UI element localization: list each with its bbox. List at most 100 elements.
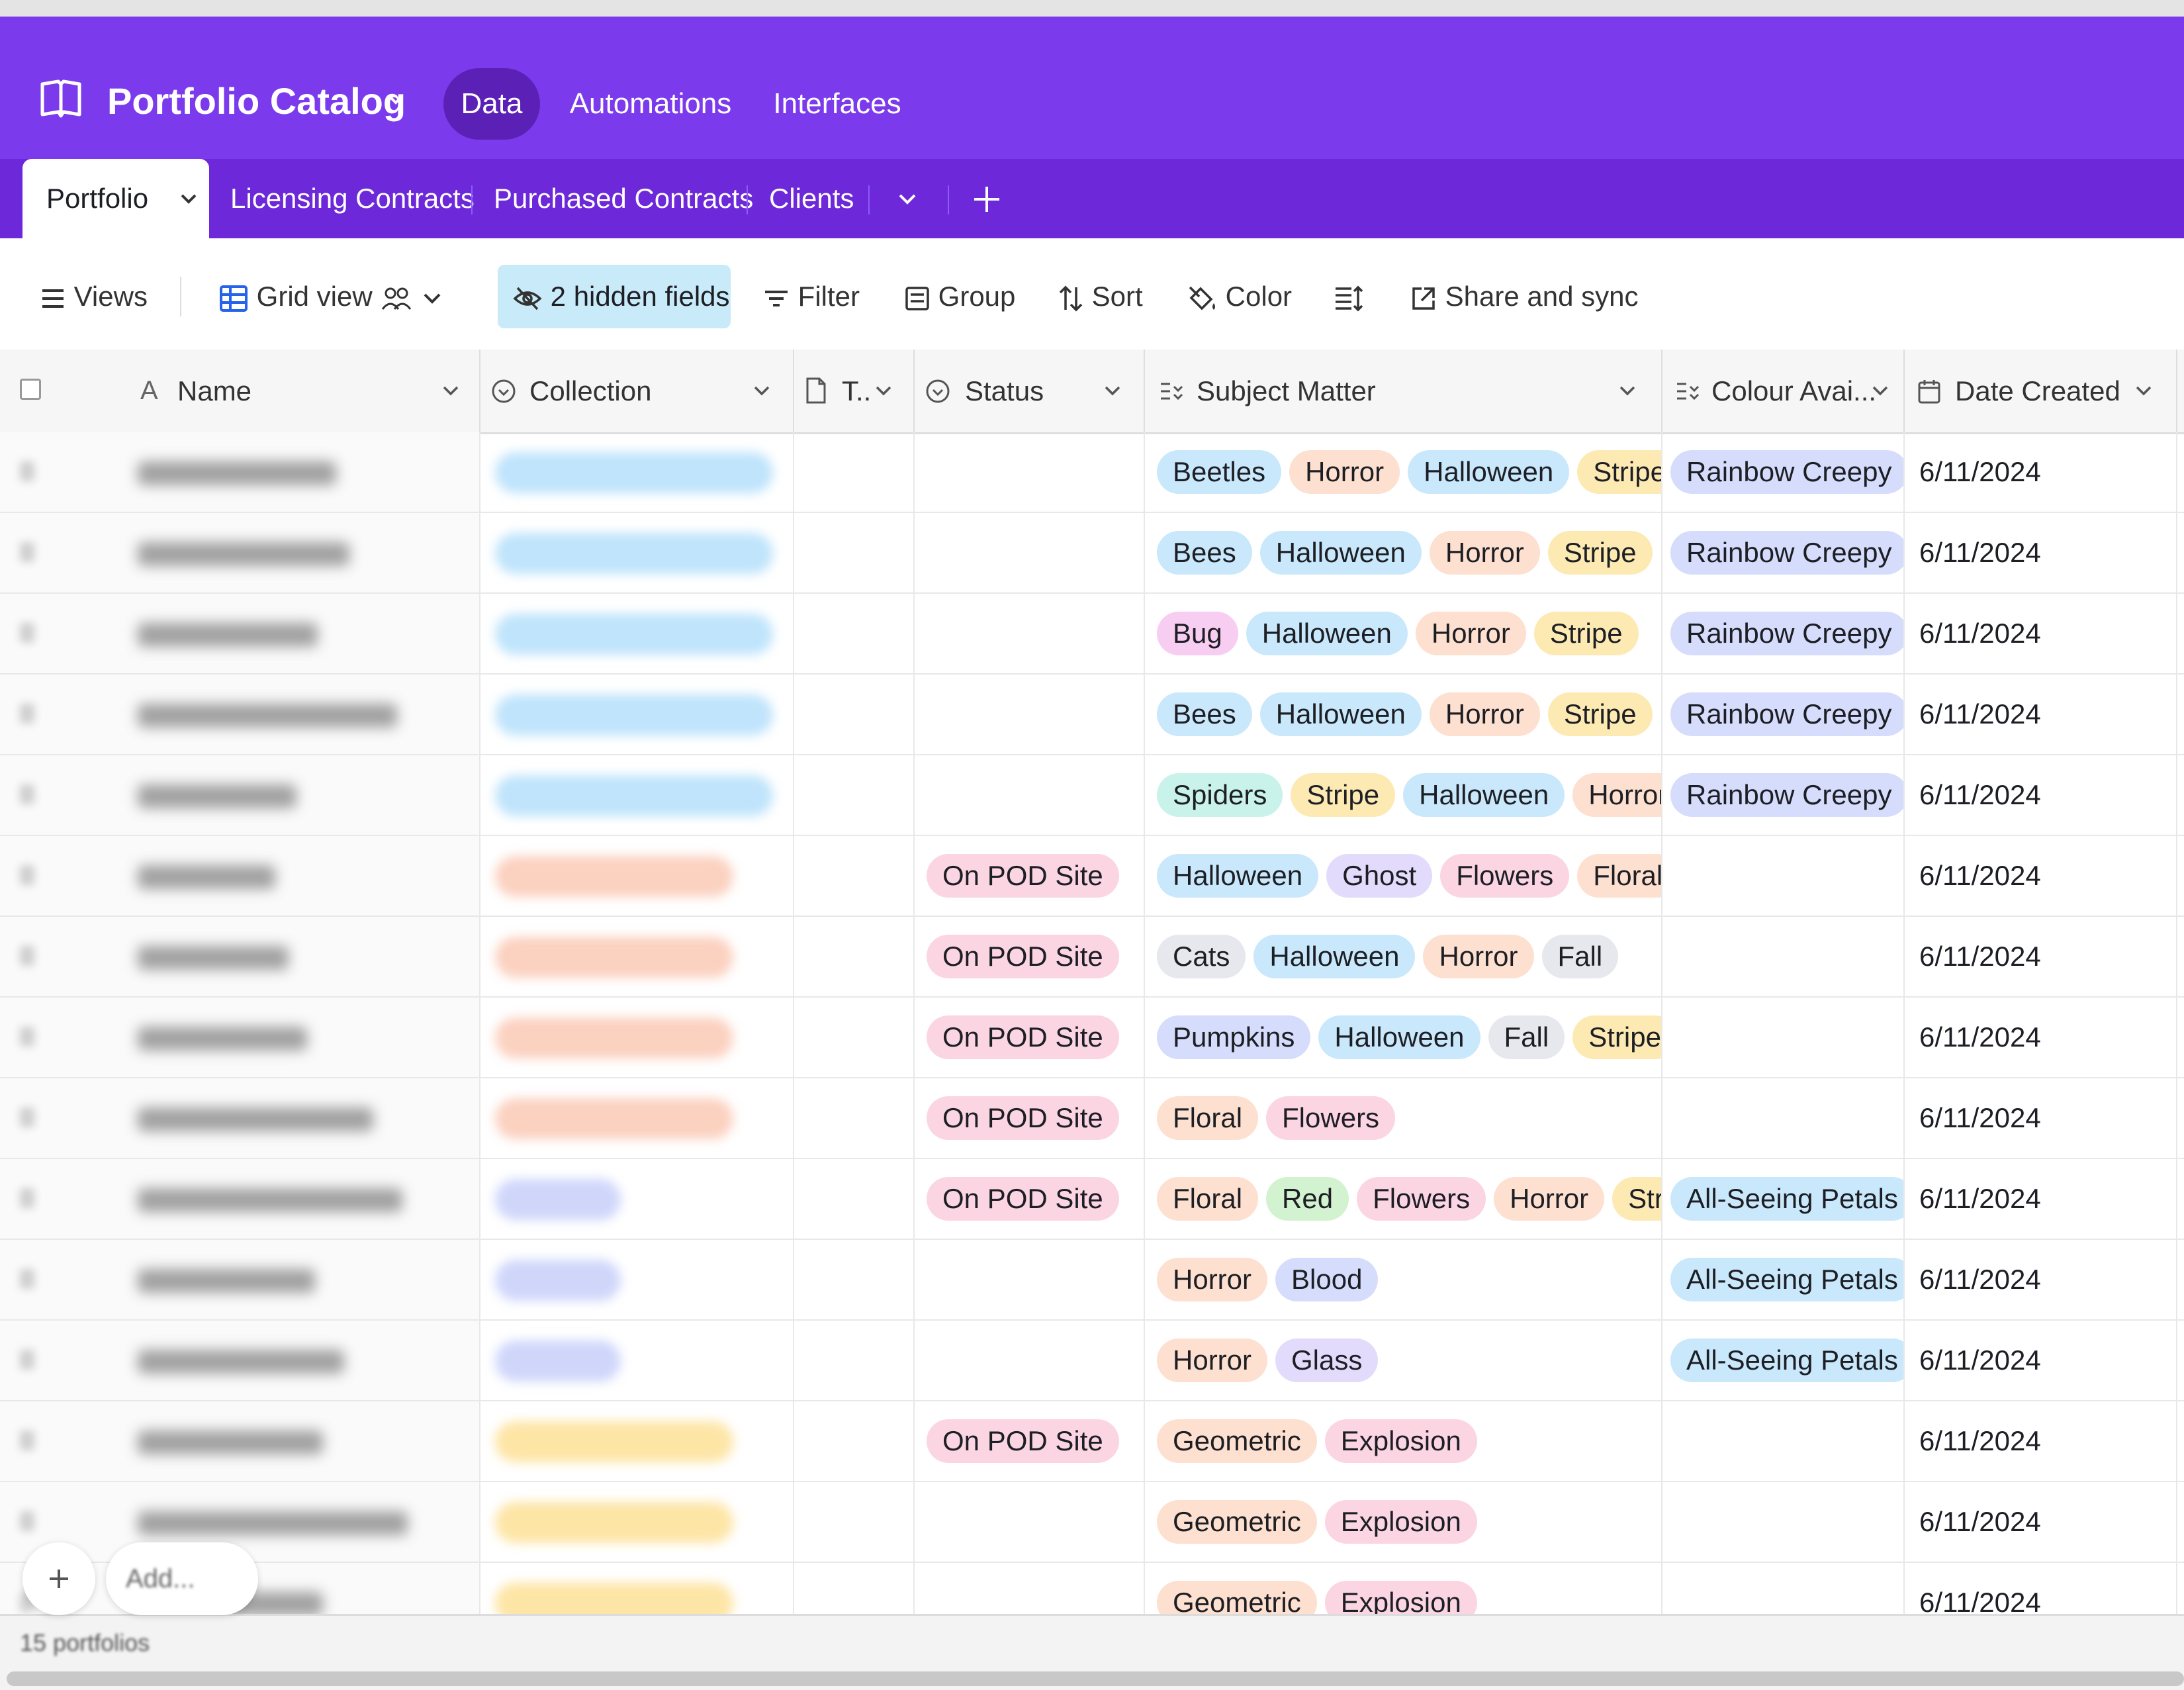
column-header-date-created[interactable]: Date Created [1905, 350, 2177, 432]
cell-name[interactable] [0, 1321, 480, 1400]
cell-name[interactable] [0, 998, 480, 1077]
table-row[interactable]: On POD Site Cats Halloween Horror Fall 6/11/2… [0, 917, 2184, 998]
cell-subject-matter[interactable]: Beetles Horror Halloween Stripe [1145, 432, 1662, 512]
cell-subject-matter[interactable]: Bug Halloween Horror Stripe [1145, 594, 1662, 673]
cell-colour-available[interactable]: Rainbow Creepy [1662, 675, 1905, 754]
cell-subject-matter[interactable]: HalloweenGhostFlowersFloralH [1145, 836, 1662, 915]
cell-name[interactable] [0, 836, 480, 915]
add-table-icon[interactable] [972, 184, 1002, 214]
sort-button[interactable]: Sort [1058, 265, 1143, 328]
cell-status[interactable]: On POD Site [915, 836, 1145, 915]
cell-status[interactable]: On POD Site [915, 917, 1145, 996]
cell-subject-matter[interactable]: Geometric Explosion [1145, 1563, 1662, 1614]
cell-t[interactable] [794, 675, 915, 754]
chevron-down-icon[interactable] [385, 89, 406, 109]
cell-name[interactable] [0, 594, 480, 673]
cell-status[interactable] [915, 432, 1145, 512]
cell-t[interactable] [794, 432, 915, 512]
cell-date-created[interactable]: 6/11/2024 [1905, 755, 2177, 835]
column-header-name[interactable]: A Name [0, 350, 480, 432]
cell-date-created[interactable]: 6/11/2024 [1905, 675, 2177, 754]
chevron-down-icon[interactable] [441, 381, 461, 400]
cell-name[interactable] [0, 917, 480, 996]
table-row[interactable]: Geometric Explosion 6/11/2024 [0, 1563, 2184, 1614]
column-header-subject-matter[interactable]: Subject Matter [1145, 350, 1662, 432]
cell-t[interactable] [794, 594, 915, 673]
filter-button[interactable]: Filter [762, 265, 860, 328]
column-header-colour-available[interactable]: Colour Avai... [1662, 350, 1905, 432]
chevron-down-icon[interactable] [2134, 381, 2154, 400]
cell-name[interactable] [0, 1159, 480, 1239]
color-button[interactable]: Color [1186, 265, 1292, 328]
table-row[interactable]: Bees Halloween Horror Stripe Rainbow Creepy 6… [0, 675, 2184, 755]
add-record-button[interactable] [23, 1542, 95, 1615]
cell-status[interactable] [915, 513, 1145, 592]
cell-status[interactable]: On POD Site [915, 1401, 1145, 1481]
cell-date-created[interactable]: 6/11/2024 [1905, 1321, 2177, 1400]
cell-collection[interactable] [480, 594, 794, 673]
cell-date-created[interactable]: 6/11/2024 [1905, 1401, 2177, 1481]
cell-date-created[interactable]: 6/11/2024 [1905, 513, 2177, 592]
cell-t[interactable] [794, 836, 915, 915]
cell-subject-matter[interactable]: Floral Flowers [1145, 1078, 1662, 1158]
add-with-ai-button[interactable]: Add... [106, 1542, 258, 1615]
cell-colour-available[interactable]: Rainbow Creepy [1662, 513, 1905, 592]
cell-status[interactable] [915, 675, 1145, 754]
cell-name[interactable] [0, 755, 480, 835]
group-button[interactable]: Group [904, 265, 1015, 328]
nav-interfaces[interactable]: Interfaces [773, 87, 901, 120]
tab-portfolio[interactable]: Portfolio [23, 159, 209, 238]
chevron-down-icon[interactable] [896, 189, 919, 209]
cell-name[interactable] [0, 675, 480, 754]
cell-colour-available[interactable] [1662, 917, 1905, 996]
cell-date-created[interactable]: 6/11/2024 [1905, 1240, 2177, 1319]
cell-collection[interactable] [480, 755, 794, 835]
grid-view-button[interactable]: Grid view [218, 265, 443, 328]
cell-colour-available[interactable]: All-Seeing Petals [1662, 1159, 1905, 1239]
chevron-down-icon[interactable] [1870, 381, 1890, 400]
cell-collection[interactable] [480, 675, 794, 754]
cell-colour-available[interactable] [1662, 1482, 1905, 1562]
select-all-checkbox[interactable] [20, 379, 41, 400]
cell-collection[interactable] [480, 917, 794, 996]
cell-date-created[interactable]: 6/11/2024 [1905, 432, 2177, 512]
cell-name[interactable] [0, 432, 480, 512]
cell-subject-matter[interactable]: Bees Halloween Horror Stripe [1145, 513, 1662, 592]
cell-collection[interactable] [480, 513, 794, 592]
row-height-button[interactable] [1333, 265, 1363, 328]
table-row[interactable]: On POD Site Geometric Explosion 6/11/2024 [0, 1401, 2184, 1482]
table-row[interactable]: Spiders Stripe Halloween Horror Rainbow Cree… [0, 755, 2184, 836]
cell-t[interactable] [794, 1401, 915, 1481]
cell-t[interactable] [794, 1563, 915, 1614]
cell-status[interactable]: On POD Site [915, 1078, 1145, 1158]
cell-t[interactable] [794, 755, 915, 835]
table-row[interactable]: Bug Halloween Horror Stripe Rainbow Creepy 6/… [0, 594, 2184, 675]
cell-subject-matter[interactable]: Spiders Stripe Halloween Horror [1145, 755, 1662, 835]
column-header-t[interactable]: T.. [794, 350, 915, 432]
table-row[interactable]: On POD Site FloralRedFlowersHorrorStripeA… [0, 1159, 2184, 1240]
cell-subject-matter[interactable]: FloralRedFlowersHorrorStripe [1145, 1159, 1662, 1239]
cell-date-created[interactable]: 6/11/2024 [1905, 1159, 2177, 1239]
cell-date-created[interactable]: 6/11/2024 [1905, 998, 2177, 1077]
cell-date-created[interactable]: 6/11/2024 [1905, 836, 2177, 915]
nav-automations[interactable]: Automations [569, 87, 732, 120]
tab-licensing-contracts[interactable]: Licensing Contracts [230, 183, 475, 214]
cell-status[interactable] [915, 594, 1145, 673]
chevron-down-icon[interactable] [1617, 381, 1637, 400]
cell-status[interactable]: On POD Site [915, 998, 1145, 1077]
cell-date-created[interactable]: 6/11/2024 [1905, 1482, 2177, 1562]
cell-t[interactable] [794, 1078, 915, 1158]
table-row[interactable]: Horror Glass All-Seeing Petals 6/11/2024 [0, 1321, 2184, 1401]
cell-status[interactable] [915, 1482, 1145, 1562]
cell-colour-available[interactable]: All-Seeing Petals [1662, 1321, 1905, 1400]
cell-collection[interactable] [480, 1159, 794, 1239]
cell-date-created[interactable]: 6/11/2024 [1905, 1563, 2177, 1614]
cell-collection[interactable] [480, 1563, 794, 1614]
cell-collection[interactable] [480, 836, 794, 915]
table-row[interactable]: On POD Site Floral Flowers 6/11/2024 [0, 1078, 2184, 1159]
cell-t[interactable] [794, 917, 915, 996]
share-and-sync-button[interactable]: Share and sync [1410, 265, 1639, 328]
table-row[interactable]: Geometric Explosion 6/11/2024 [0, 1482, 2184, 1563]
cell-subject-matter[interactable]: Pumpkins Halloween Fall Stripe [1145, 998, 1662, 1077]
column-header-collection[interactable]: Collection [480, 350, 794, 432]
